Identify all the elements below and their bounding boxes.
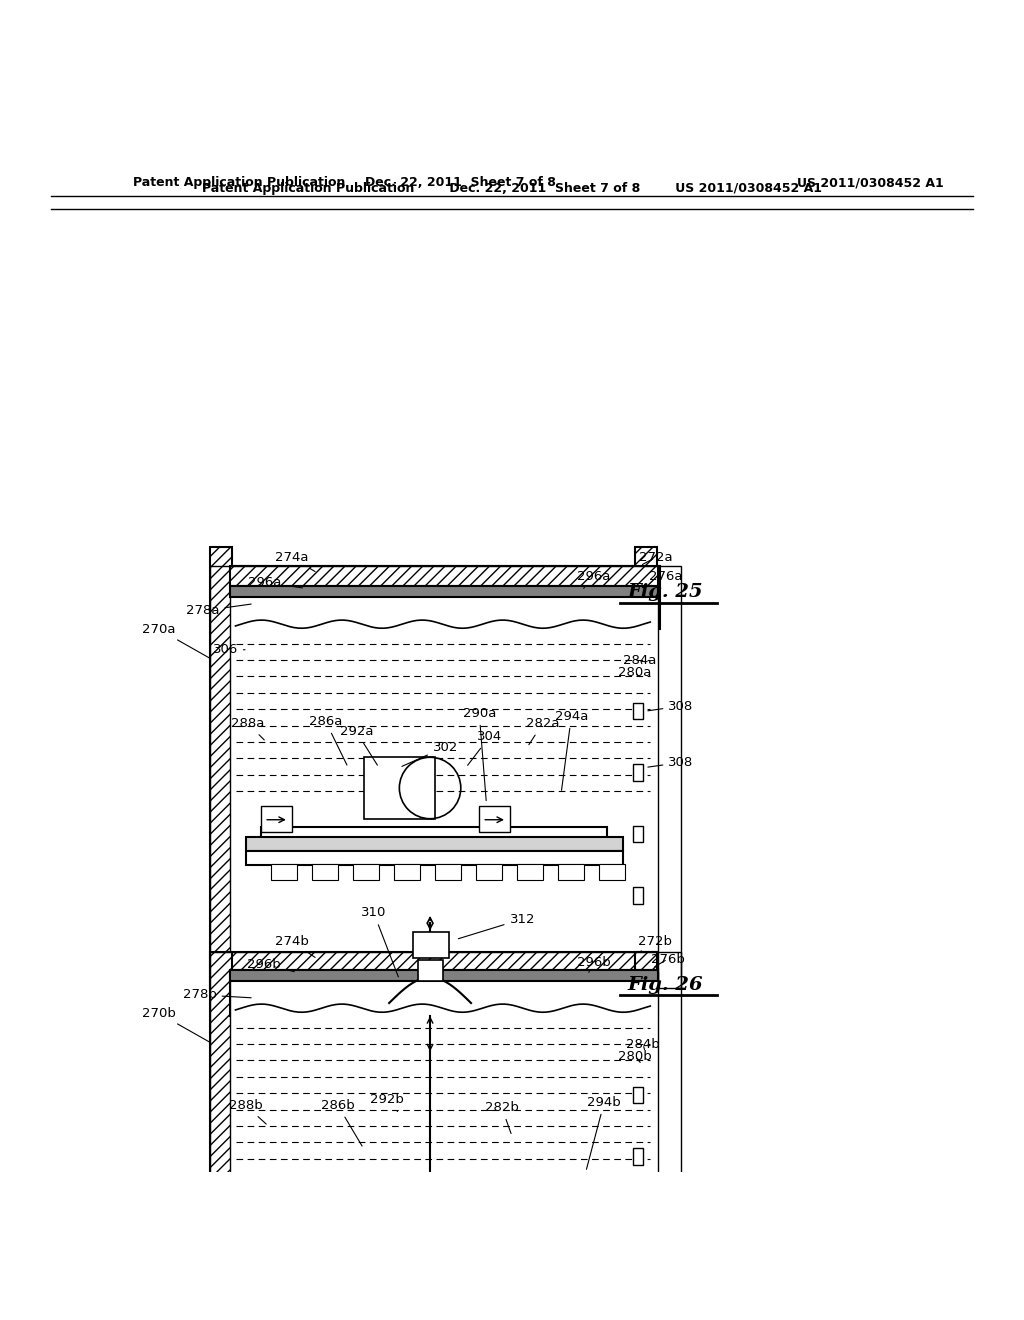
- Text: 302: 302: [401, 741, 458, 767]
- Bar: [633, 1210, 643, 1226]
- Bar: [261, 807, 292, 832]
- Text: 288b: 288b: [229, 1100, 266, 1125]
- Bar: [479, 1191, 510, 1216]
- Bar: [230, 952, 658, 973]
- Text: 296b: 296b: [248, 957, 294, 972]
- Bar: [271, 1247, 297, 1265]
- Bar: [633, 1271, 643, 1288]
- Text: Patent Application Publication: Patent Application Publication: [133, 177, 345, 189]
- Text: 270a: 270a: [142, 623, 211, 659]
- Bar: [633, 826, 643, 842]
- Bar: [517, 863, 543, 880]
- Bar: [633, 764, 643, 781]
- Bar: [246, 1221, 623, 1236]
- Text: 292b: 292b: [370, 1093, 404, 1111]
- Bar: [435, 1247, 461, 1265]
- Bar: [230, 586, 658, 987]
- Bar: [364, 758, 435, 818]
- Text: 304: 304: [468, 730, 502, 766]
- Text: 278a: 278a: [186, 605, 251, 618]
- Text: 278b: 278b: [182, 989, 251, 1002]
- Text: 296a: 296a: [578, 569, 610, 589]
- Bar: [435, 863, 461, 880]
- Bar: [230, 589, 660, 630]
- Text: Patent Application Publication        Dec. 22, 2011  Sheet 7 of 8        US 2011: Patent Application Publication Dec. 22, …: [202, 182, 822, 195]
- Bar: [271, 863, 297, 880]
- Bar: [633, 704, 643, 719]
- Bar: [635, 548, 657, 987]
- Bar: [353, 1247, 379, 1265]
- Bar: [633, 1086, 643, 1104]
- Text: 284b: 284b: [627, 1038, 659, 1051]
- Text: Fig. 25: Fig. 25: [628, 583, 703, 602]
- Bar: [210, 952, 232, 1320]
- Text: 292a: 292a: [340, 725, 378, 766]
- Bar: [558, 1247, 584, 1265]
- Text: 272b: 272b: [638, 935, 673, 952]
- Text: 270b: 270b: [141, 1007, 211, 1043]
- Text: 294b: 294b: [587, 1096, 621, 1170]
- Bar: [312, 863, 338, 880]
- Bar: [210, 548, 232, 987]
- Text: 294a: 294a: [555, 710, 588, 791]
- Bar: [230, 566, 660, 589]
- Text: 288a: 288a: [231, 717, 264, 741]
- Bar: [210, 952, 681, 1320]
- Bar: [413, 932, 449, 958]
- Text: 296a: 296a: [248, 576, 302, 589]
- Text: 280b: 280b: [618, 1049, 651, 1063]
- Text: 276b: 276b: [650, 953, 685, 966]
- Bar: [599, 1247, 625, 1265]
- Bar: [230, 973, 658, 1320]
- Text: 284a: 284a: [624, 653, 656, 667]
- Bar: [599, 863, 625, 880]
- Bar: [261, 1210, 607, 1224]
- Text: 296b: 296b: [578, 956, 610, 973]
- Text: 306: 306: [213, 643, 245, 656]
- Bar: [476, 1247, 502, 1265]
- Text: 272a: 272a: [639, 552, 672, 565]
- Bar: [312, 1247, 338, 1265]
- Bar: [517, 1247, 543, 1265]
- Bar: [230, 586, 658, 597]
- Text: 312: 312: [459, 912, 535, 939]
- Bar: [479, 807, 510, 832]
- Bar: [418, 960, 443, 981]
- Bar: [558, 863, 584, 880]
- Bar: [246, 851, 623, 865]
- Text: 280a: 280a: [618, 665, 651, 678]
- Text: Fig. 26: Fig. 26: [628, 975, 703, 994]
- Text: 286b: 286b: [322, 1100, 362, 1146]
- Text: US 2011/0308452 A1: US 2011/0308452 A1: [797, 177, 944, 189]
- Bar: [230, 970, 658, 1016]
- Bar: [230, 566, 658, 586]
- Bar: [230, 970, 658, 981]
- Text: 282b: 282b: [484, 1101, 519, 1134]
- Bar: [210, 566, 681, 987]
- Text: 310: 310: [361, 907, 398, 977]
- Text: 308: 308: [648, 700, 693, 713]
- Bar: [353, 863, 379, 880]
- Bar: [364, 1203, 466, 1213]
- Bar: [261, 826, 607, 840]
- Text: 276a: 276a: [649, 569, 682, 586]
- Text: 286a: 286a: [309, 715, 347, 766]
- Bar: [394, 863, 420, 880]
- Text: 282a: 282a: [526, 717, 559, 744]
- Bar: [394, 1247, 420, 1265]
- Text: Dec. 22, 2011  Sheet 7 of 8: Dec. 22, 2011 Sheet 7 of 8: [366, 177, 556, 189]
- Text: 274a: 274a: [275, 552, 315, 572]
- Bar: [476, 863, 502, 880]
- Bar: [246, 1236, 623, 1249]
- Bar: [246, 837, 623, 851]
- Text: 308: 308: [648, 756, 693, 768]
- Text: 274b: 274b: [274, 935, 315, 957]
- Bar: [261, 1191, 292, 1216]
- Bar: [633, 887, 643, 904]
- Bar: [635, 952, 657, 1320]
- Bar: [633, 1148, 643, 1164]
- Text: 290a: 290a: [463, 706, 496, 801]
